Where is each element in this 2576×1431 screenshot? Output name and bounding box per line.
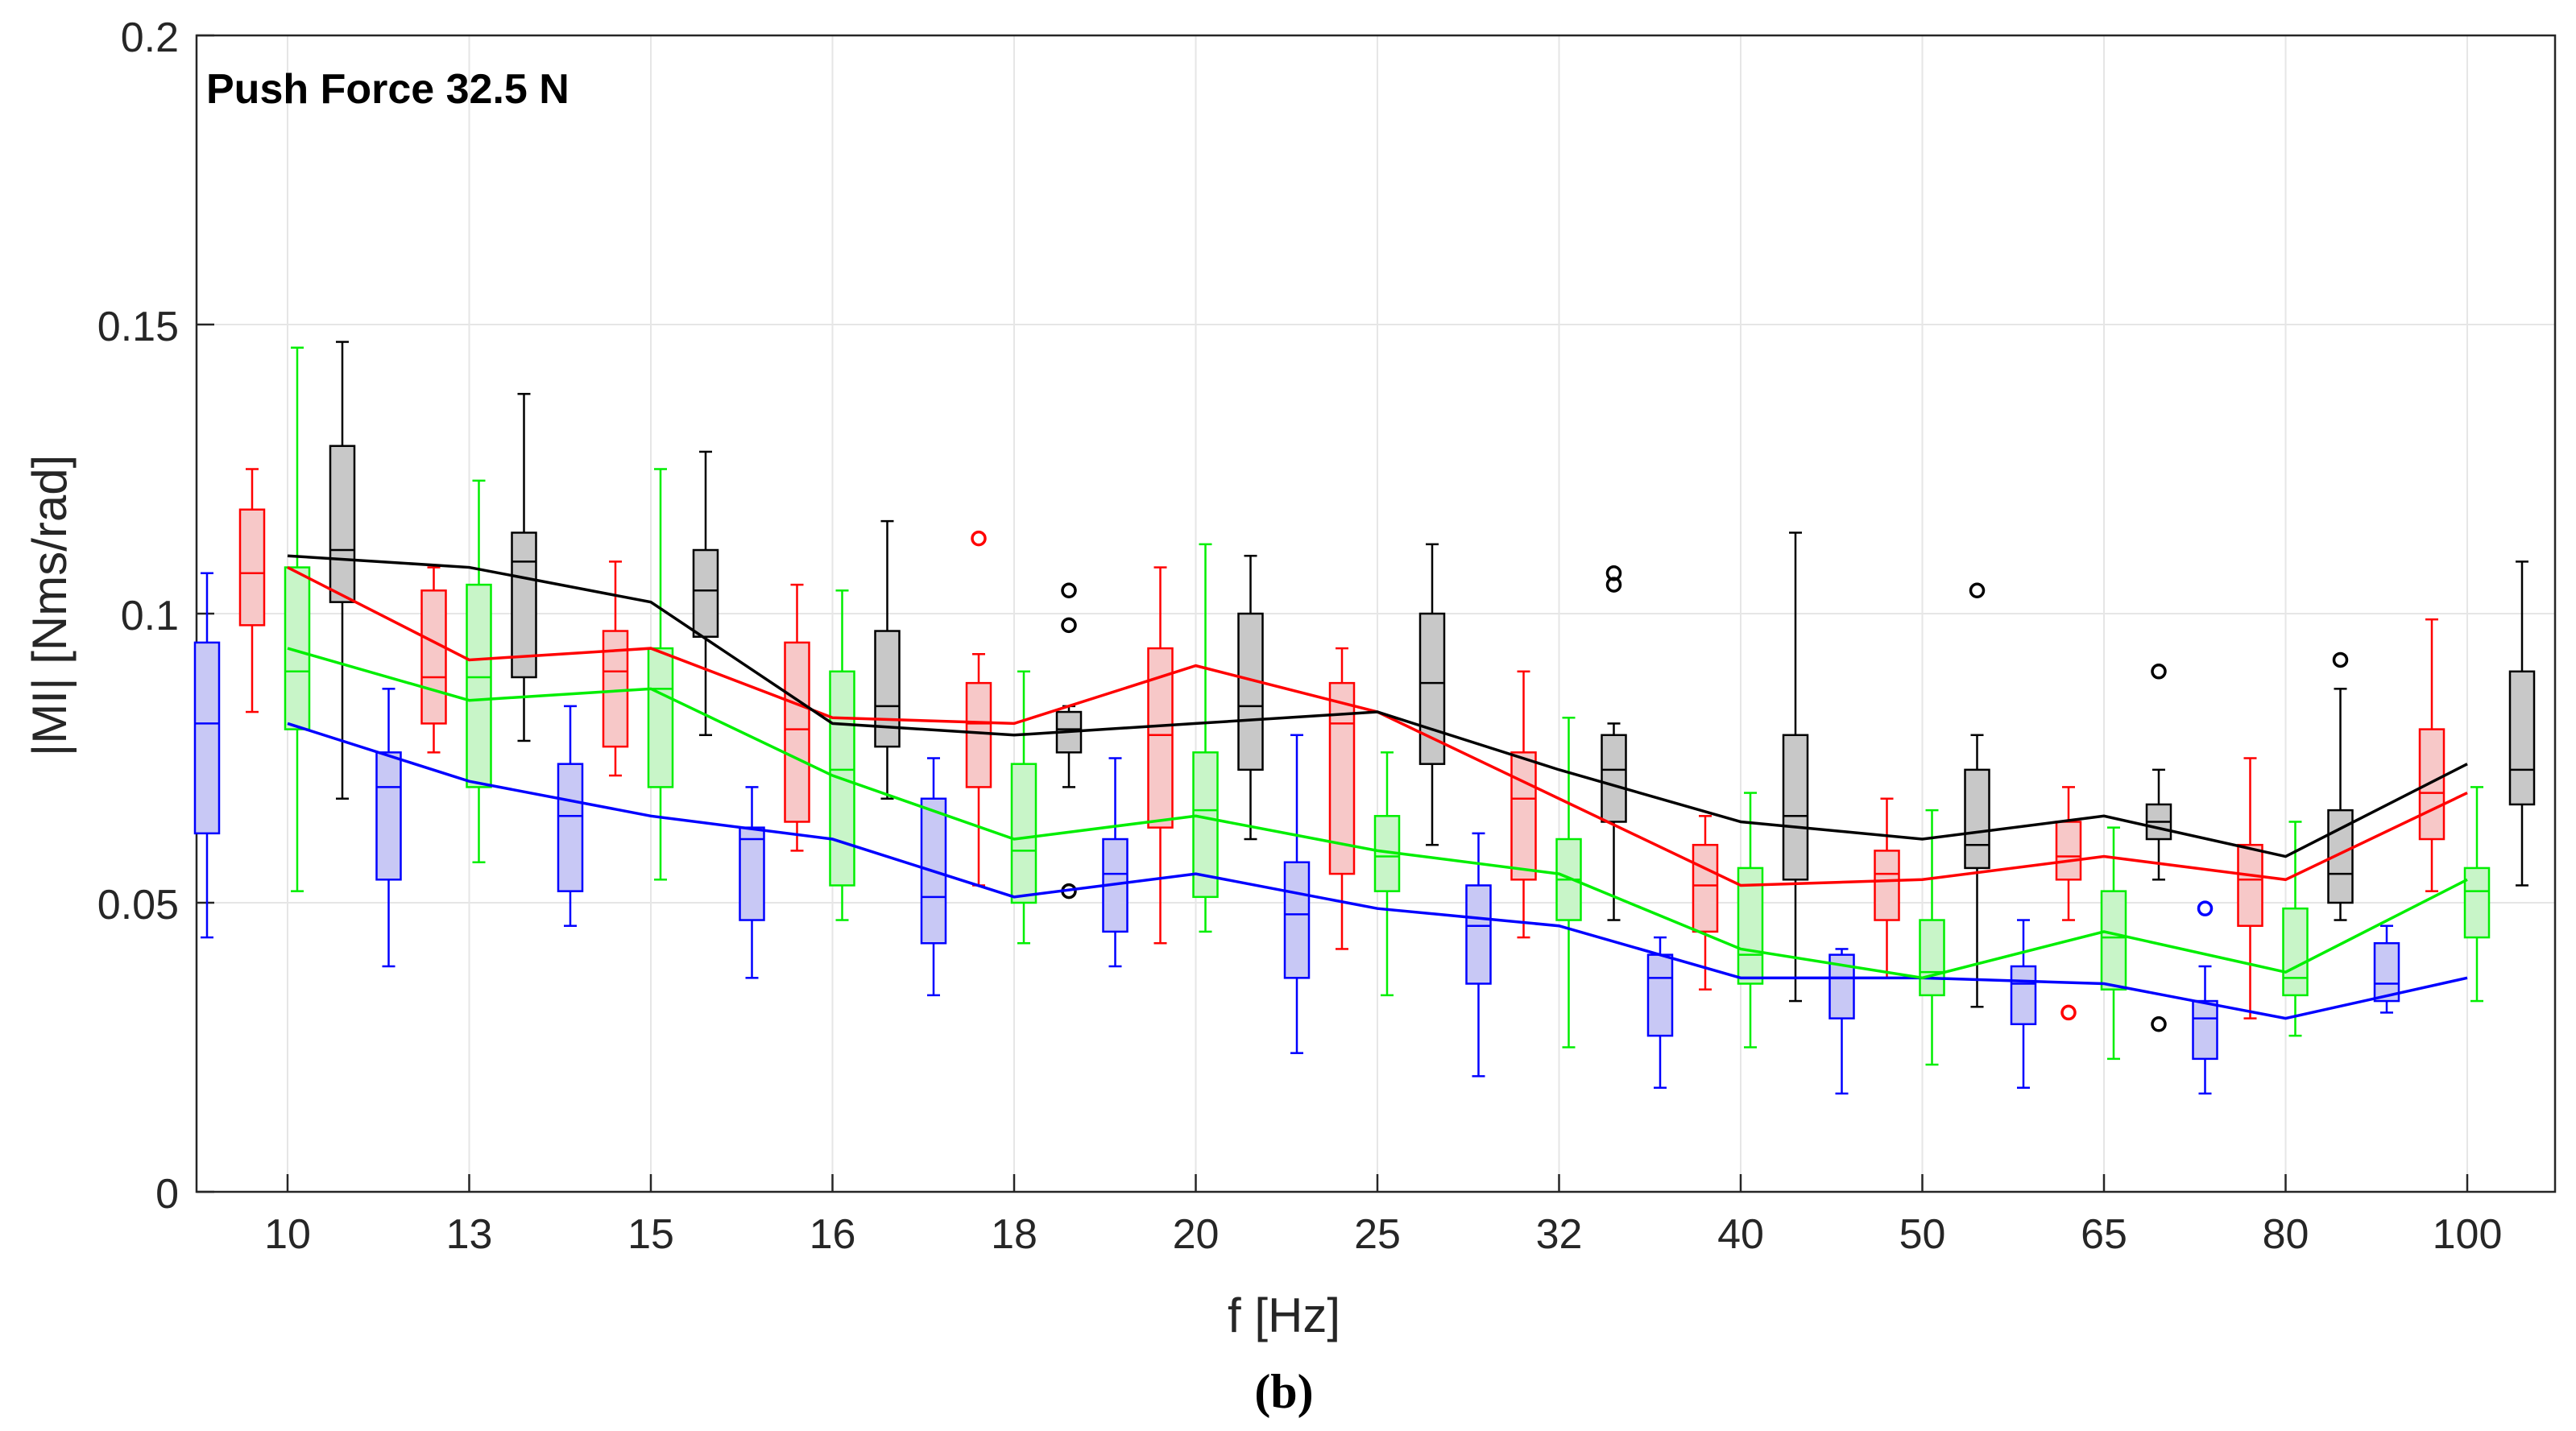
red-box bbox=[602, 630, 629, 748]
blue-box bbox=[375, 751, 402, 881]
black-box bbox=[511, 531, 537, 679]
chart-title: Push Force 32.5 N bbox=[206, 66, 569, 113]
green-box bbox=[2100, 890, 2127, 991]
black-mean-line bbox=[287, 554, 2468, 858]
blue-box bbox=[193, 641, 221, 835]
x-tick-label: 80 bbox=[2263, 1211, 2309, 1258]
red-box bbox=[1874, 850, 1900, 921]
black-outlier bbox=[1969, 582, 1986, 599]
green-box bbox=[2463, 866, 2491, 939]
green-box bbox=[2282, 907, 2309, 997]
y-tick-label: 0 bbox=[155, 1171, 179, 1218]
blue-box bbox=[2192, 999, 2218, 1061]
blue-outlier bbox=[2197, 900, 2214, 916]
green-box bbox=[647, 647, 674, 788]
y-tick-label: 0.1 bbox=[121, 593, 179, 639]
green-box bbox=[1919, 919, 1945, 997]
black-outlier bbox=[2332, 651, 2349, 668]
y-axis-label: |MI| [Nms/rad] bbox=[23, 455, 77, 757]
black-outlier bbox=[1061, 582, 1077, 599]
red-box bbox=[2237, 843, 2263, 927]
blue-box bbox=[739, 826, 765, 921]
y-tick-label: 0.2 bbox=[121, 14, 179, 61]
series-black bbox=[329, 341, 2536, 1032]
figure-caption: (b) bbox=[1254, 1365, 1313, 1418]
x-tick-label: 40 bbox=[1717, 1211, 1764, 1258]
x-tick-label: 16 bbox=[810, 1211, 856, 1258]
black-box bbox=[874, 630, 901, 748]
axes: 0 0.05 0.1 0.15 0.2 10 13 15 16 18 20 25 32 40 50 65 80 1… bbox=[97, 14, 2557, 1258]
mean-lines bbox=[287, 554, 2468, 1020]
x-axis-label: f [Hz] bbox=[1228, 1288, 1340, 1342]
red-box bbox=[420, 589, 447, 725]
green-box bbox=[466, 583, 492, 788]
x-tick-label: 20 bbox=[1173, 1211, 1220, 1258]
black-box bbox=[692, 548, 719, 638]
black-box bbox=[1782, 734, 1809, 881]
x-tick-label: 10 bbox=[264, 1211, 311, 1258]
green-box bbox=[1010, 763, 1037, 904]
blue-mean-line bbox=[287, 722, 2468, 1020]
blue-box bbox=[1465, 884, 1492, 985]
black-box bbox=[2508, 670, 2536, 806]
green-box bbox=[1737, 866, 1764, 985]
y-tick-label: 0.15 bbox=[97, 304, 179, 350]
black-box bbox=[329, 445, 356, 603]
x-tick-label: 32 bbox=[1536, 1211, 1583, 1258]
x-tick-label: 18 bbox=[991, 1211, 1037, 1258]
black-outlier bbox=[1061, 617, 1077, 634]
x-tick-label: 100 bbox=[2433, 1211, 2503, 1258]
grid-lines bbox=[197, 35, 2555, 1192]
black-outlier bbox=[2151, 1016, 2167, 1032]
black-outlier bbox=[2151, 664, 2167, 680]
blue-box bbox=[1646, 953, 1674, 1037]
red-outlier bbox=[971, 530, 987, 547]
black-box bbox=[1964, 768, 1990, 870]
x-tick-label: 25 bbox=[1354, 1211, 1401, 1258]
green-mean-line bbox=[287, 647, 2468, 980]
red-box bbox=[784, 641, 810, 823]
black-box bbox=[1601, 734, 1627, 823]
blue-box bbox=[2010, 965, 2037, 1026]
x-tick-label: 65 bbox=[2081, 1211, 2127, 1258]
series-green bbox=[284, 346, 2491, 1066]
blue-box bbox=[557, 763, 584, 892]
x-tick-label: 50 bbox=[1899, 1211, 1946, 1258]
red-outlier bbox=[2060, 1004, 2077, 1021]
black-box bbox=[1237, 612, 1264, 771]
blue-box bbox=[2373, 942, 2400, 1003]
x-tick-label: 15 bbox=[627, 1211, 674, 1258]
red-box bbox=[2055, 821, 2082, 881]
red-box bbox=[965, 681, 992, 788]
red-box bbox=[2418, 728, 2446, 841]
series-red bbox=[238, 468, 2446, 1021]
red-box bbox=[1692, 843, 1719, 933]
black-outlier bbox=[1605, 577, 1622, 593]
red-box bbox=[1510, 751, 1537, 881]
red-box bbox=[238, 508, 266, 627]
blue-box bbox=[1283, 861, 1311, 979]
x-tick-label: 13 bbox=[446, 1211, 493, 1258]
y-tick-label: 0.05 bbox=[97, 882, 179, 928]
